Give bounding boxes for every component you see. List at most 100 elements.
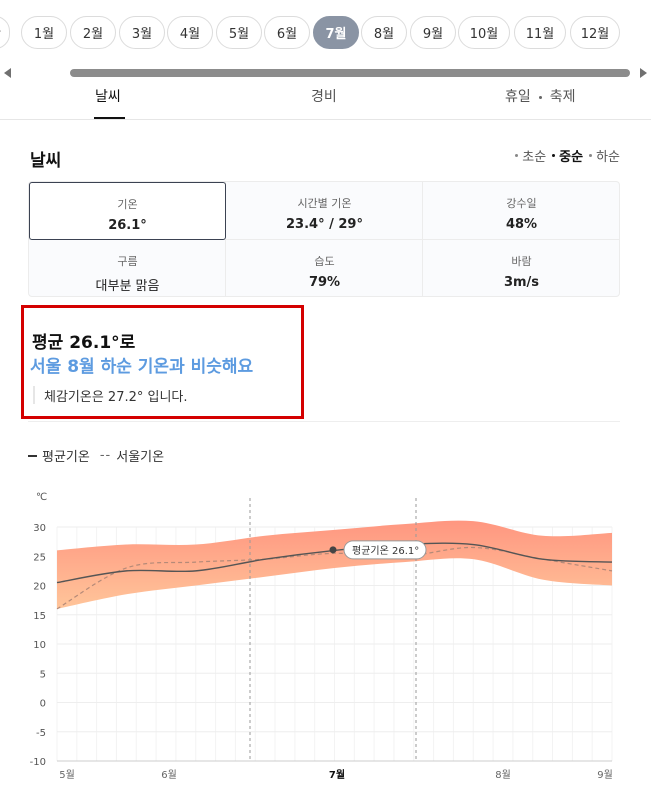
y-tick-label: 25 [33, 552, 46, 563]
category-tabs: 날씨 경비 휴일 축제 [0, 80, 651, 120]
month-pill-1[interactable]: 1월 [21, 16, 67, 49]
section-divider [28, 421, 620, 422]
stat-label: 습도 [314, 255, 335, 268]
period-late[interactable]: 하순 [589, 146, 620, 165]
legend-solid-line-icon [28, 454, 37, 457]
scroll-right-arrow-icon[interactable] [640, 68, 647, 78]
month-pill-4[interactable]: 4월 [167, 16, 213, 49]
month-pill-label: 1월 [33, 27, 55, 42]
month-pill-label: 5월 [228, 27, 250, 42]
x-axis-ticks: 5월 6월 7월 8월 9월 [59, 769, 613, 781]
month-pill-9[interactable]: 9월 [410, 16, 456, 49]
month-pill-label: 3월 [131, 27, 153, 42]
stat-label: 시간별 기온 [297, 197, 352, 210]
weather-stats-grid: 기온 26.1° 시간별 기온 23.4° / 29° 강수일 48% 구름 대… [28, 181, 620, 297]
bullet-icon [552, 154, 556, 157]
grid-divider [29, 239, 619, 240]
average-marker-label: 평균기온 26.1° [352, 545, 419, 557]
month-pill-label: 8월 [373, 27, 395, 42]
y-tick-label: -5 [36, 728, 46, 739]
y-tick-label: 0 [40, 699, 46, 710]
stat-label: 구름 [117, 255, 138, 268]
month-pill-label: 9월 [422, 27, 444, 42]
month-pill-label: 12월 [580, 27, 610, 42]
month-pill-label: 4월 [179, 27, 201, 42]
average-marker-dot[interactable] [329, 546, 337, 554]
month-pill-12[interactable]: 12월 [570, 16, 620, 49]
month-pill-label: 안 [0, 23, 1, 42]
y-tick-label: 30 [33, 523, 46, 534]
tab-holiday-festival[interactable]: 휴일 축제 [505, 86, 576, 106]
stat-value: 대부분 맑음 [95, 279, 160, 294]
y-axis-unit: ℃ [36, 492, 47, 503]
bullet-icon [515, 154, 519, 157]
stat-value: 48% [505, 217, 538, 232]
period-label: 중순 [559, 150, 584, 165]
month-pill-11[interactable]: 11월 [514, 16, 566, 49]
period-label: 초순 [522, 150, 547, 165]
note-accent-bar [33, 386, 35, 404]
x-tick-label: 6월 [161, 769, 177, 781]
horizontal-scrollbar[interactable] [0, 66, 651, 80]
section-title: 날씨 [30, 151, 62, 171]
month-pill-2[interactable]: 2월 [70, 16, 116, 49]
period-filter: 초순 중순 하순 [515, 146, 620, 165]
tab-festival-label: 축제 [549, 89, 576, 105]
x-tick-label: 7월 [329, 769, 345, 781]
month-pill-3[interactable]: 3월 [119, 16, 165, 49]
legend-dashed-line-icon: -- [99, 448, 112, 463]
y-tick-label: 10 [33, 640, 46, 651]
legend-seoul-label: 서울기온 [116, 450, 165, 465]
bullet-icon [589, 154, 593, 157]
tab-cost[interactable]: 경비 [311, 89, 337, 105]
stat-temperature[interactable]: 기온 26.1° [29, 182, 226, 240]
stat-rain-days[interactable]: 강수일 48% [423, 182, 620, 240]
temperature-chart: ℃ 30 25 20 15 10 5 0 -5 -10 5월 6월 7월 8월 9월 평균기온 26.1… [30, 492, 613, 781]
feels-like-note: 체감기온은 27.2° 입니다. [44, 390, 188, 405]
month-pill-label: 7월 [325, 27, 347, 42]
temperature-summary: 평균 26.1°로 서울 8월 하순 기온과 비슷해요 체감기온은 27.2° … [21, 305, 304, 419]
month-pill-label: 11월 [525, 27, 555, 42]
active-tab-underline [94, 117, 125, 119]
scroll-thumb[interactable] [70, 69, 630, 77]
stat-label: 기온 [117, 198, 138, 211]
y-tick-label: 20 [33, 582, 46, 593]
stat-hourly-temperature[interactable]: 시간별 기온 23.4° / 29° [226, 182, 423, 240]
month-pill-label: 10월 [469, 27, 499, 42]
stat-value: 3m/s [503, 275, 540, 290]
month-pill-label: 6월 [276, 27, 298, 42]
x-tick-label: 8월 [495, 769, 511, 781]
x-tick-label: 5월 [59, 769, 75, 781]
stat-wind[interactable]: 바람 3m/s [423, 240, 620, 298]
month-pill-7[interactable]: 7월 [313, 16, 359, 49]
stat-label: 바람 [511, 255, 532, 268]
period-label: 하순 [596, 150, 620, 165]
month-pill-5[interactable]: 5월 [216, 16, 262, 49]
separator-dot-icon [538, 95, 542, 99]
period-mid[interactable]: 중순 [552, 146, 583, 165]
summary-comparison: 서울 8월 하순 기온과 비슷해요 [30, 357, 254, 377]
chart-legend: 평균기온 -- 서울기온 [28, 446, 164, 465]
stat-value: 26.1° [108, 218, 147, 233]
stat-cloud[interactable]: 구름 대부분 맑음 [29, 240, 226, 298]
tab-weather[interactable]: 날씨 [95, 89, 121, 105]
temperature-range-band [57, 520, 612, 609]
y-tick-label: 15 [33, 611, 46, 622]
legend-avg-label: 평균기온 [42, 450, 90, 465]
y-axis-ticks: 30 25 20 15 10 5 0 -5 -10 [30, 523, 46, 768]
month-pill-10[interactable]: 10월 [458, 16, 510, 49]
stat-value: 23.4° / 29° [286, 217, 363, 232]
scroll-left-arrow-icon[interactable] [4, 68, 11, 78]
x-tick-label: 9월 [597, 769, 613, 781]
average-marker-tooltip [343, 540, 427, 560]
stat-humidity[interactable]: 습도 79% [226, 240, 423, 298]
month-selector: 안 1월 2월 3월 4월 5월 6월 7월 8월 9월 10월 11월 12월 [0, 0, 651, 66]
month-pill-8[interactable]: 8월 [361, 16, 407, 49]
month-pill-partial[interactable]: 안 [0, 16, 10, 49]
tab-holiday-label: 휴일 [505, 89, 531, 105]
y-tick-label: -10 [30, 757, 46, 768]
month-pill-6[interactable]: 6월 [264, 16, 310, 49]
summary-headline: 평균 26.1°로 [32, 333, 136, 353]
period-early[interactable]: 초순 [515, 146, 546, 165]
stat-label: 강수일 [506, 197, 537, 210]
